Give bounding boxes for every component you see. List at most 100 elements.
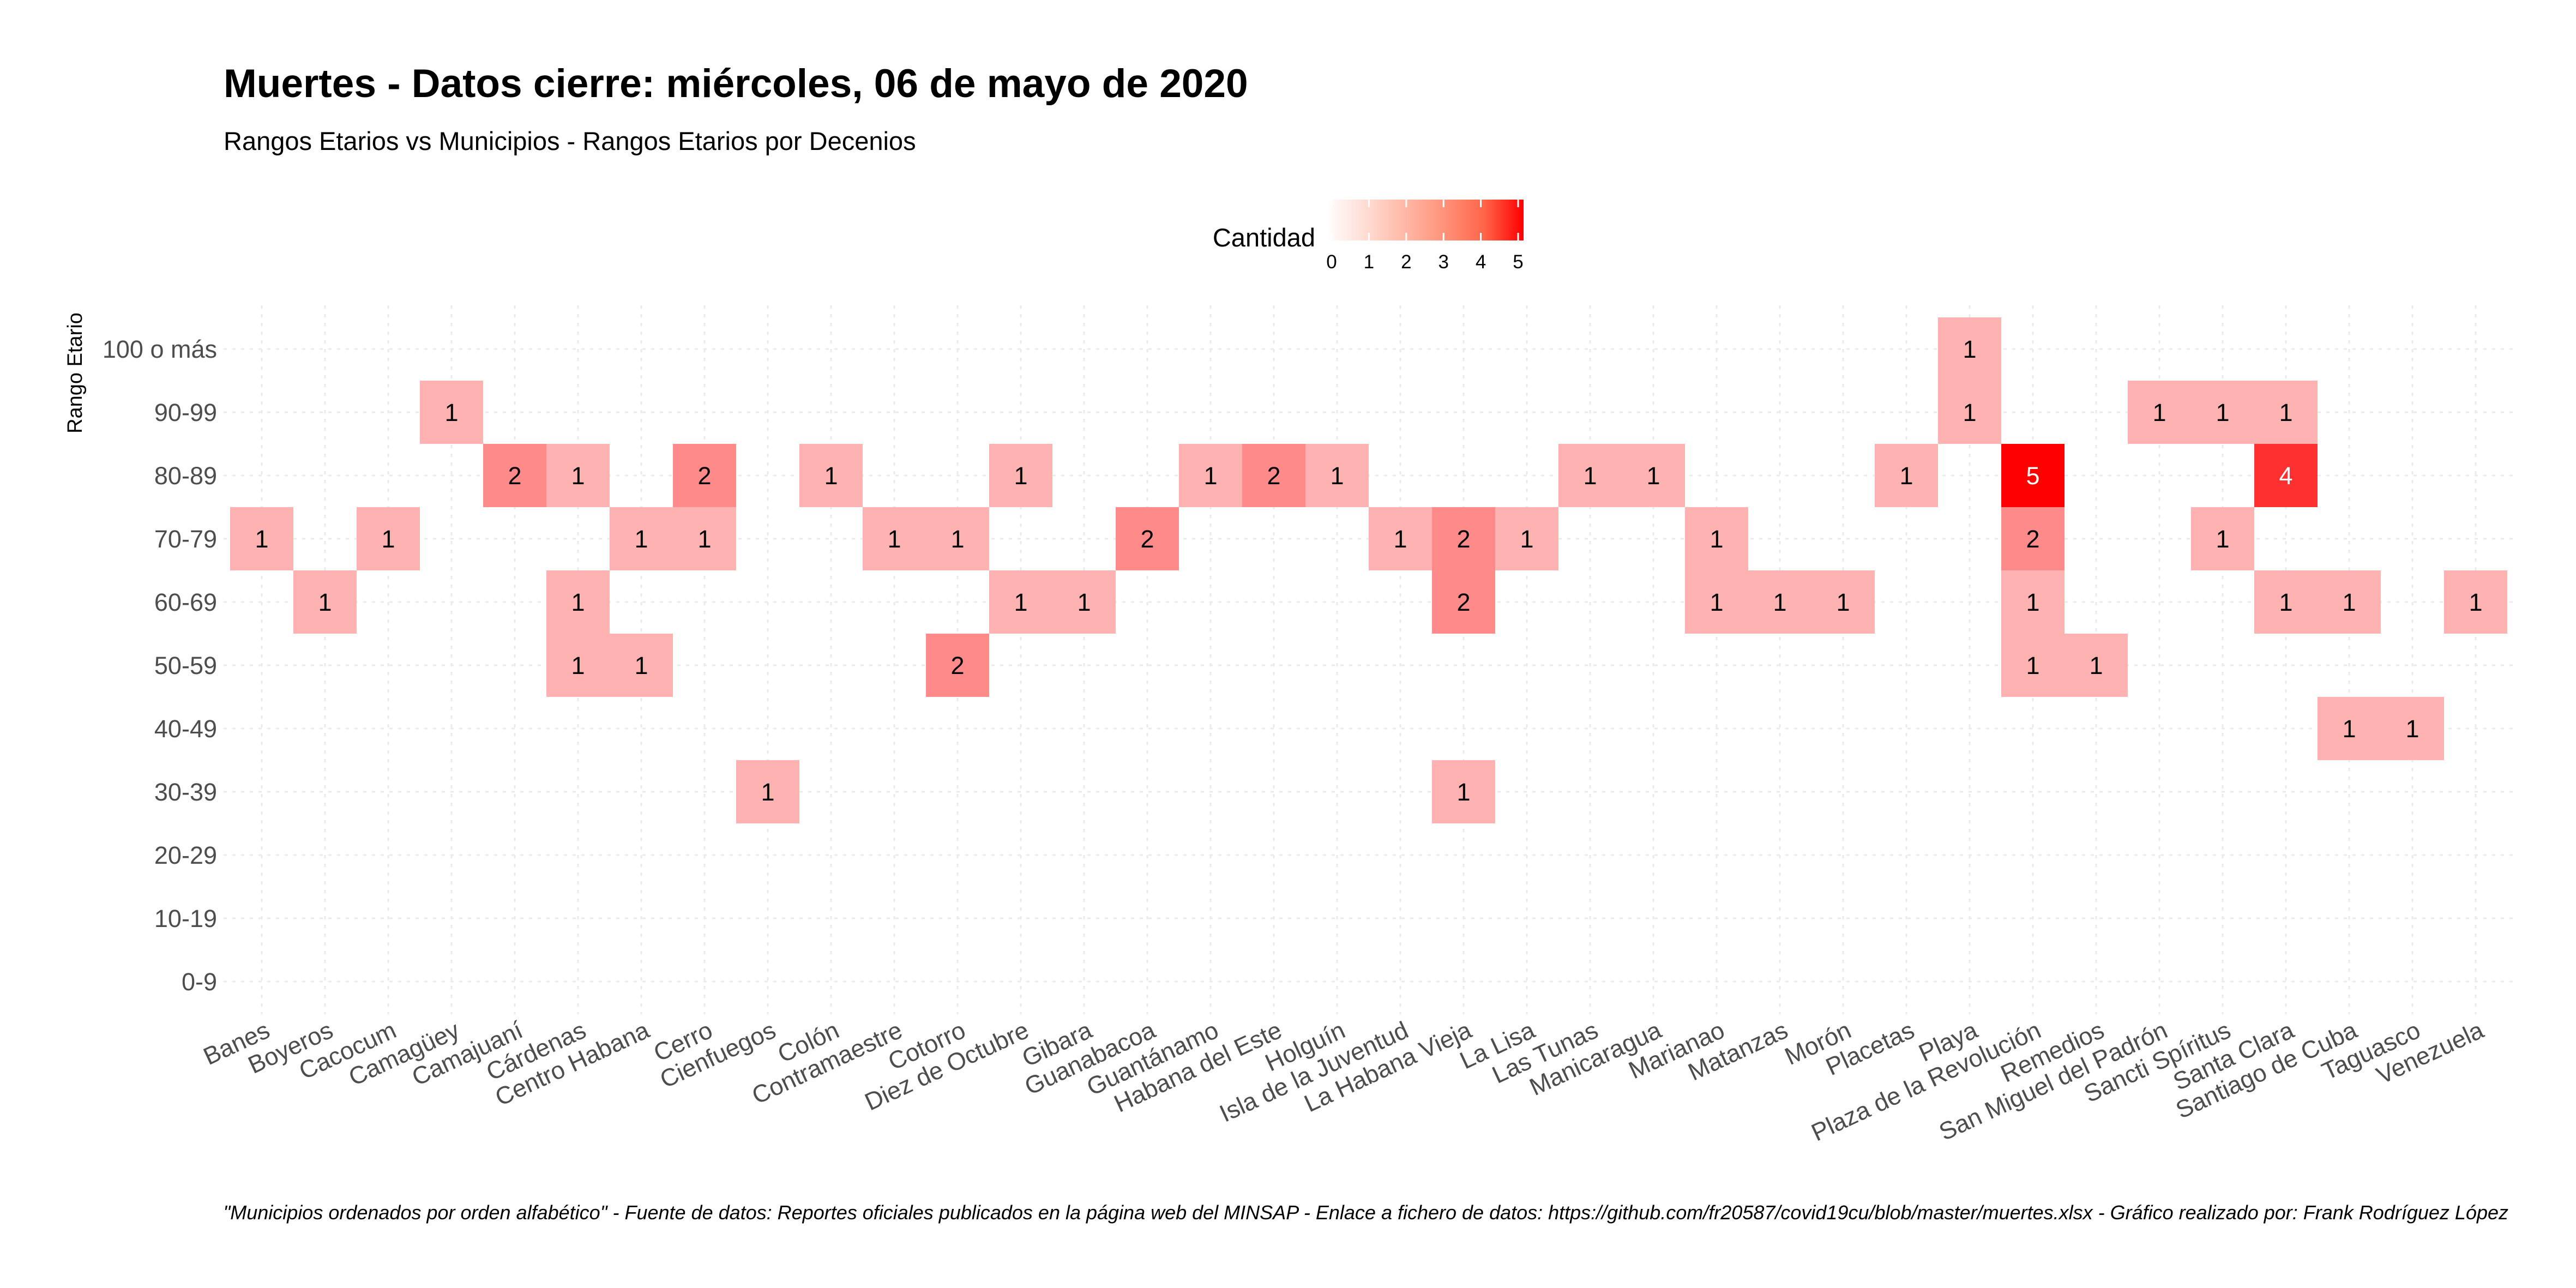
heatmap-cell-rect xyxy=(1052,570,1116,634)
heatmap-cell: 1 xyxy=(799,444,863,507)
heatmap-cell: 1 xyxy=(610,507,673,570)
legend-ticks: 0 1 2 3 4 5 xyxy=(1326,200,1524,273)
legend-tick-label: 0 xyxy=(1326,251,1337,273)
heatmap-cell-label: 1 xyxy=(255,525,268,553)
heatmap-cell-rect xyxy=(1685,570,1748,634)
heatmap-cell-rect xyxy=(1305,444,1369,507)
heatmap-cell: 1 xyxy=(1495,507,1558,570)
heatmap-cell-rect xyxy=(1938,381,2001,444)
heatmap-cell-rect xyxy=(483,444,546,507)
heatmap-cell-label: 2 xyxy=(1140,525,1154,553)
heatmap-cell: 1 xyxy=(230,507,293,570)
heatmap-cell-label: 1 xyxy=(1203,462,1217,490)
y-tick-label: 70-79 xyxy=(154,525,217,553)
heatmap-cell: 1 xyxy=(1369,507,1432,570)
legend-tick-label: 2 xyxy=(1401,251,1411,273)
heatmap-cell: 1 xyxy=(2381,697,2444,760)
heatmap-cell: 1 xyxy=(1938,381,2001,444)
heatmap-cell-label: 1 xyxy=(571,462,585,490)
heatmap-cell-rect xyxy=(2191,507,2254,570)
y-tick-label: 30-39 xyxy=(154,778,217,806)
heatmap-cell-label: 1 xyxy=(1963,399,1976,426)
heatmap-cell-label: 1 xyxy=(2342,588,2356,616)
heatmap-cell-label: 1 xyxy=(1710,525,1723,553)
heatmap-cell-label: 1 xyxy=(571,588,585,616)
heatmap-cell-label: 1 xyxy=(761,778,774,806)
heatmap-cell: 1 xyxy=(293,570,357,634)
heatmap-cell: 1 xyxy=(546,570,610,634)
heatmap-cell-rect xyxy=(926,634,989,697)
heatmap-cell-label: 1 xyxy=(824,462,838,490)
heatmap-cell: 2 xyxy=(483,444,546,507)
heatmap-cell-rect xyxy=(926,507,989,570)
heatmap-cell-rect xyxy=(420,381,483,444)
heatmap-cell-label: 1 xyxy=(2469,588,2482,616)
heatmap-cell-rect xyxy=(673,444,736,507)
heatmap-cell-rect xyxy=(1685,507,1748,570)
heatmap-cell-rect xyxy=(2318,697,2381,760)
heatmap-cell: 1 xyxy=(1875,444,1938,507)
heatmap-cell-rect xyxy=(2191,381,2254,444)
heatmap-cell-rect xyxy=(610,507,673,570)
chart-subtitle: Rangos Etarios vs Municipios - Rangos Et… xyxy=(224,127,916,155)
heatmap-cell: 1 xyxy=(989,570,1052,634)
heatmap-cell: 1 xyxy=(1622,444,1685,507)
y-tick-label: 80-89 xyxy=(154,462,217,490)
heatmap-cell-label: 1 xyxy=(634,525,648,553)
heatmap-cell: 1 xyxy=(863,507,926,570)
heatmap-cell-label: 1 xyxy=(318,588,332,616)
heatmap-cell: 1 xyxy=(926,507,989,570)
heatmap-cell-rect xyxy=(1432,760,1495,823)
heatmap-cell-rect xyxy=(1179,444,1242,507)
heatmap-cell: 1 xyxy=(989,444,1052,507)
y-tick-label: 90-99 xyxy=(154,399,217,426)
heatmap-cell-rect xyxy=(2318,570,2381,634)
heatmap-cell-rect xyxy=(546,444,610,507)
heatmap-cell-rect xyxy=(610,634,673,697)
heatmap-cell: 2 xyxy=(1242,444,1305,507)
legend-tick-label: 4 xyxy=(1476,251,1486,273)
heatmap-cell: 1 xyxy=(2254,570,2318,634)
x-axis-ticks: BanesBoyerosCacocumCamagüeyCamajuaníCárd… xyxy=(199,1015,2488,1146)
heatmap-cell-label: 1 xyxy=(2279,399,2292,426)
heatmap-cell-rect xyxy=(799,444,863,507)
heatmap-cell: 1 xyxy=(1432,760,1495,823)
y-tick-label: 10-19 xyxy=(154,905,217,932)
heatmap-cell-rect xyxy=(989,444,1052,507)
y-tick-label: 40-49 xyxy=(154,715,217,743)
heatmap-cell-rect xyxy=(2444,570,2507,634)
heatmap-cell-label: 1 xyxy=(444,399,458,426)
heatmap-cell: 1 xyxy=(2001,634,2065,697)
heatmap-cell-rect xyxy=(2001,634,2065,697)
y-axis-label: Rango Etario xyxy=(64,312,87,434)
heatmap-cell: 1 xyxy=(673,507,736,570)
heatmap-cell: 1 xyxy=(546,634,610,697)
heatmap-cell-label: 1 xyxy=(1773,588,1786,616)
heatmap-cell: 1 xyxy=(1685,507,1748,570)
heatmap-cell-rect xyxy=(1432,507,1495,570)
heatmap-cell-label: 1 xyxy=(1646,462,1660,490)
heatmap-cell-rect xyxy=(1495,507,1558,570)
heatmap-cell-rect xyxy=(1432,570,1495,634)
heatmap-cell-label: 1 xyxy=(1836,588,1850,616)
heatmap-cell-rect xyxy=(546,634,610,697)
heatmap-cell-rect xyxy=(2001,507,2065,570)
heatmap-cell-label: 1 xyxy=(887,525,901,553)
legend-title: Cantidad xyxy=(1213,223,1315,252)
heatmap-cell: 1 xyxy=(2318,697,2381,760)
heatmap-cell-label: 1 xyxy=(1456,778,1470,806)
heatmap-cell-rect xyxy=(673,507,736,570)
legend-tick-label: 1 xyxy=(1364,251,1374,273)
heatmap-cell: 1 xyxy=(1052,570,1116,634)
chart-title: Muertes - Datos cierre: miércoles, 06 de… xyxy=(224,62,1248,106)
heatmap-cell: 2 xyxy=(673,444,736,507)
heatmap-cell-label: 1 xyxy=(2089,652,2103,679)
heatmap-cell-rect xyxy=(2254,444,2318,507)
heatmap-cell-label: 1 xyxy=(2026,588,2039,616)
heatmap-cell-rect xyxy=(863,507,926,570)
heatmap-cell-rect xyxy=(2128,381,2191,444)
heatmap-cell-rect xyxy=(1622,444,1685,507)
heatmap-cell-rect xyxy=(1811,570,1875,634)
heatmap-cell-label: 1 xyxy=(2342,715,2356,743)
heatmap-cell: 1 xyxy=(1748,570,1811,634)
